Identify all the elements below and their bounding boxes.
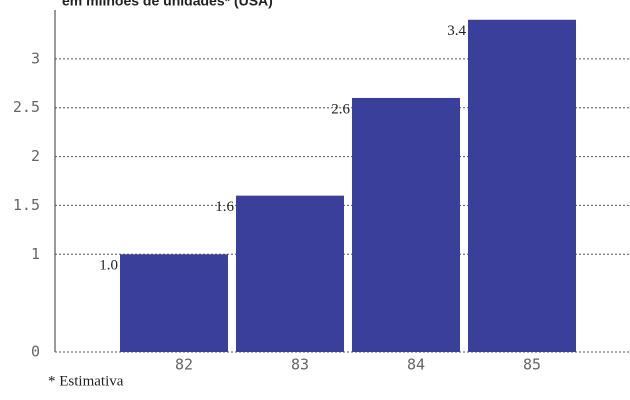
y-tick-label: 3: [31, 49, 40, 67]
value-label: 1.6: [215, 199, 234, 215]
x-tick-label: 84: [407, 356, 425, 374]
x-tick-label: 82: [175, 356, 193, 374]
value-label: 2.6: [331, 101, 350, 117]
bar: [352, 97, 460, 352]
y-tick-label: 2.5: [13, 98, 40, 116]
x-tick-label: 83: [291, 356, 309, 374]
bar: [236, 195, 344, 352]
bar: [468, 19, 576, 353]
y-tick-label: 2: [31, 147, 40, 165]
y-tick-label: 0: [31, 343, 40, 361]
y-tick-label: 1.5: [13, 196, 40, 214]
footnote: * Estimativa: [48, 373, 124, 389]
y-tick-label: 1: [31, 245, 40, 263]
chart-title: em milhões de unidades* (USA): [62, 0, 273, 9]
bar: [120, 254, 228, 352]
value-label: 1.0: [99, 258, 118, 274]
x-tick-label: 85: [523, 356, 541, 374]
value-label: 3.4: [447, 23, 466, 39]
